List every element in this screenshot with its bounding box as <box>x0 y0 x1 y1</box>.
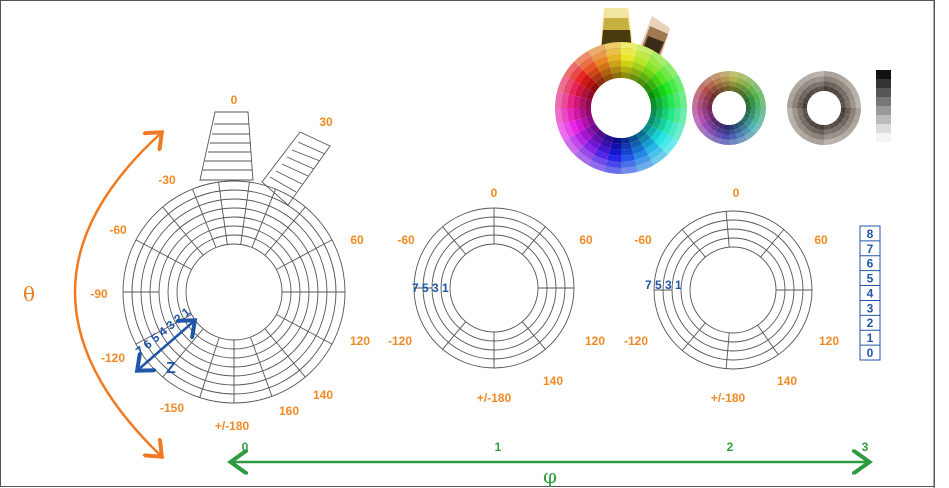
color-wheel-icon <box>555 8 687 174</box>
wheel-spoke <box>681 229 706 258</box>
wheel-ring <box>689 246 777 334</box>
phi-tick-3: 3 <box>862 440 869 454</box>
wheel-spoke <box>249 336 273 397</box>
large-angle-140: 140 <box>313 388 333 402</box>
wheel-spoke <box>442 226 467 255</box>
large-angle-160: 160 <box>279 404 299 418</box>
scale-value: 5 <box>867 272 874 286</box>
right-angle-m120: -120 <box>624 334 648 348</box>
scale-value: 6 <box>867 257 874 271</box>
large-angle-m90: -90 <box>90 287 108 301</box>
large-angle-180: +/-180 <box>215 419 250 433</box>
phi-label: φ <box>543 464 557 488</box>
large-angle-m150: -150 <box>160 401 184 415</box>
right-angle-0: 0 <box>733 186 740 200</box>
wheel-spoke <box>725 332 730 369</box>
mid-angle-60: 60 <box>579 233 593 247</box>
mid-angle-0: 0 <box>491 186 498 200</box>
wheel-spoke <box>276 239 333 270</box>
wheel-spoke <box>251 188 276 248</box>
theta-label: θ <box>23 282 35 306</box>
wedge-30 <box>261 131 331 206</box>
wheel-spoke <box>218 182 228 245</box>
wheel-ring <box>176 234 292 350</box>
mid-angle-120: 120 <box>585 334 605 348</box>
phi-tick-0: 0 <box>242 440 249 454</box>
z-axis-label: Z <box>166 360 176 377</box>
gray-wheel-icon <box>787 71 861 145</box>
wheel-spoke <box>681 322 706 351</box>
z-ring-labels: 7 6 5 4 3 2 1 <box>133 304 193 358</box>
wheel-large <box>122 111 346 404</box>
phi-tick-2: 2 <box>727 440 734 454</box>
large-angle-m30: -30 <box>158 173 176 187</box>
wheel-ring <box>167 225 301 359</box>
wheel-ring <box>440 234 548 342</box>
right-angle-60: 60 <box>814 233 828 247</box>
large-angle-0: 0 <box>231 93 238 107</box>
scale-value: 8 <box>867 227 874 241</box>
mid-ring-labels: 7 5 3 1 <box>412 281 449 295</box>
wheel-spoke <box>757 324 779 355</box>
wheel-spoke <box>442 321 467 350</box>
scale-value: 1 <box>867 331 874 345</box>
wheel-spoke <box>192 188 217 248</box>
wheel-mid <box>413 207 575 369</box>
right-ring-labels: 7 5 3 1 <box>645 278 682 292</box>
wheel-ring <box>449 243 539 333</box>
scale-value: 4 <box>867 286 874 300</box>
large-angle-30: 30 <box>319 115 333 129</box>
right-angle-140: 140 <box>777 374 797 388</box>
wheel-spoke <box>199 337 220 398</box>
grayscale-strip-icon <box>876 70 891 142</box>
phi-tick-1: 1 <box>495 440 502 454</box>
scale-value: 7 <box>867 242 874 256</box>
mid-angle-180: +/-180 <box>477 391 512 405</box>
wedge-0 <box>199 111 254 181</box>
wheel-spoke <box>276 314 333 345</box>
large-angle-m120: -120 <box>101 351 125 365</box>
wheel-right <box>653 210 813 370</box>
theta-arrow <box>73 134 160 455</box>
wheel-spoke <box>521 226 546 255</box>
mid-angle-m120: -120 <box>388 334 412 348</box>
muted-color-wheel-icon <box>692 71 766 145</box>
wheel-spoke <box>521 321 546 350</box>
wheel-ring <box>431 225 557 351</box>
wheel-ring <box>680 237 786 343</box>
wheel-spoke <box>264 206 306 256</box>
wheel-spoke <box>725 211 730 248</box>
mid-angle-m60: -60 <box>397 233 415 247</box>
right-angle-m60: -60 <box>634 233 652 247</box>
wheel-spoke <box>264 328 306 378</box>
large-angle-60: 60 <box>350 233 364 247</box>
large-angle-m60: -60 <box>109 223 127 237</box>
wheel-spoke <box>240 182 250 245</box>
wheel-ring <box>185 243 283 341</box>
right-angle-180: +/-180 <box>711 391 746 405</box>
wheel-spoke <box>760 229 785 258</box>
scale-value: 3 <box>867 301 874 315</box>
mid-angle-140: 140 <box>543 374 563 388</box>
large-angle-120: 120 <box>350 334 370 348</box>
scale-value: 2 <box>867 316 874 330</box>
right-angle-120: 120 <box>819 334 839 348</box>
scale-value: 0 <box>867 346 874 360</box>
wheel-spoke <box>162 206 204 256</box>
